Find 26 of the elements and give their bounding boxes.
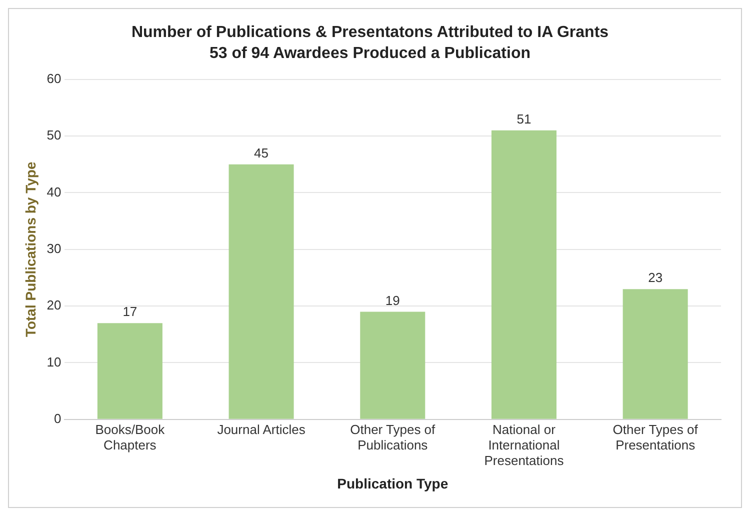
data-label: 19 [385,292,400,308]
bar [491,130,556,419]
chart-title: Number of Publications & Presentatons Attributed to IA Grants [131,24,609,42]
x-tick-label: Other Types of Publications [350,422,436,452]
y-tick-label: 60 [46,70,62,86]
y-tick-label: 40 [46,184,62,200]
data-label: 23 [648,270,663,286]
data-label: 51 [516,111,532,126]
y-tick-label: 50 [46,128,62,143]
x-axis-title: Publication Type [337,475,448,492]
y-tick-label: 10 [46,354,62,370]
x-tick-label: Other Types of Presentations [612,422,698,452]
y-tick-label: 20 [46,298,62,313]
bar [97,323,162,419]
bar [228,164,294,419]
chart-subtitle: 53 of 94 Awardees Produced a Publication [210,45,530,62]
y-tick-label: 30 [46,240,62,256]
data-label: 45 [254,145,269,160]
bar [622,289,688,419]
x-tick-label: Books/Book Chapters [95,422,166,452]
x-tick-label: Journal Articles [217,422,306,437]
data-label: 17 [122,304,138,320]
y-axis-title: Total Publications by Type [22,162,38,338]
y-tick-label: 0 [54,410,62,426]
bar [360,312,426,419]
x-tick-label: National or International Presentations [484,422,564,468]
